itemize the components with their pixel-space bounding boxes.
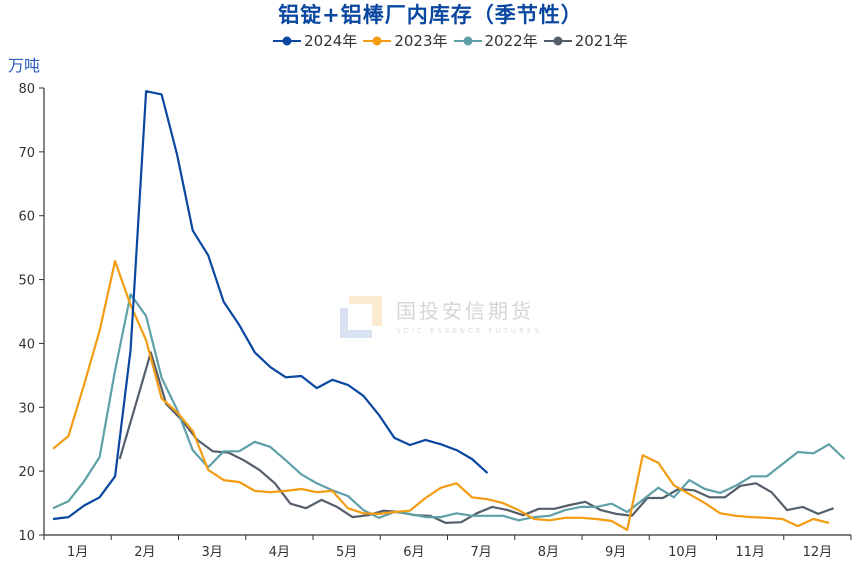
y-tick-label: 40 <box>18 337 35 352</box>
y-tick-label: 20 <box>18 465 35 480</box>
legend-item-2022[interactable]: 2022年 <box>453 31 538 51</box>
legend: 2024年 2023年 2022年 2021年 <box>0 31 861 51</box>
legend-marker-icon <box>453 36 482 46</box>
legend-item-2021[interactable]: 2021年 <box>543 31 628 51</box>
y-tick-label: 30 <box>18 401 35 416</box>
y-tick-label: 60 <box>18 210 35 225</box>
watermark-cn: 国投安信期货 <box>396 299 534 323</box>
watermark: 国投安信期货 SDIC ESSENCE FUTURES <box>340 296 542 338</box>
legend-label: 2022年 <box>484 32 538 50</box>
x-tick-label: 10月 <box>668 545 698 560</box>
legend-marker-icon <box>363 36 392 46</box>
legend-marker-icon <box>273 36 302 46</box>
legend-label: 2023年 <box>394 32 448 50</box>
x-tick-label: 4月 <box>269 545 290 560</box>
axes: 10 20 30 40 50 60 70 80 1月 2月 3月 4月 5月 6月 7月 8月 9月 10月 11月… <box>18 82 852 560</box>
y-tick-label: 70 <box>18 146 35 161</box>
series-line-2022年 <box>52 293 846 522</box>
series-lines <box>52 90 846 532</box>
legend-label: 2024年 <box>304 32 358 50</box>
series-line-2023年 <box>52 260 830 532</box>
series-line-2021年 <box>118 351 834 525</box>
x-tick-label: 12月 <box>803 545 833 560</box>
x-tick-label: 6月 <box>403 545 424 560</box>
y-tick-label: 80 <box>18 82 35 97</box>
x-tick-label: 7月 <box>470 545 491 560</box>
x-tick-label: 8月 <box>538 545 559 560</box>
legend-label: 2021年 <box>574 32 628 50</box>
y-tick-label: 10 <box>18 529 35 544</box>
x-tick-label: 9月 <box>605 545 626 560</box>
watermark-en: SDIC ESSENCE FUTURES <box>396 327 542 335</box>
legend-marker-icon <box>543 36 572 46</box>
sdic-logo-icon <box>340 296 382 338</box>
x-tick-label: 1月 <box>67 545 88 560</box>
x-tick-label: 5月 <box>336 545 357 560</box>
legend-item-2023[interactable]: 2023年 <box>363 31 448 51</box>
chart-title: 铝锭+铝棒厂内库存（季节性） <box>278 3 583 27</box>
x-tick-label: 11月 <box>735 545 765 560</box>
x-tick-label: 3月 <box>201 545 222 560</box>
series-line-2024年 <box>52 90 489 521</box>
x-tick-label: 2月 <box>134 545 155 560</box>
legend-item-2024[interactable]: 2024年 <box>273 31 357 51</box>
y-axis-unit-label: 万吨 <box>8 56 41 75</box>
y-tick-label: 50 <box>18 274 35 289</box>
